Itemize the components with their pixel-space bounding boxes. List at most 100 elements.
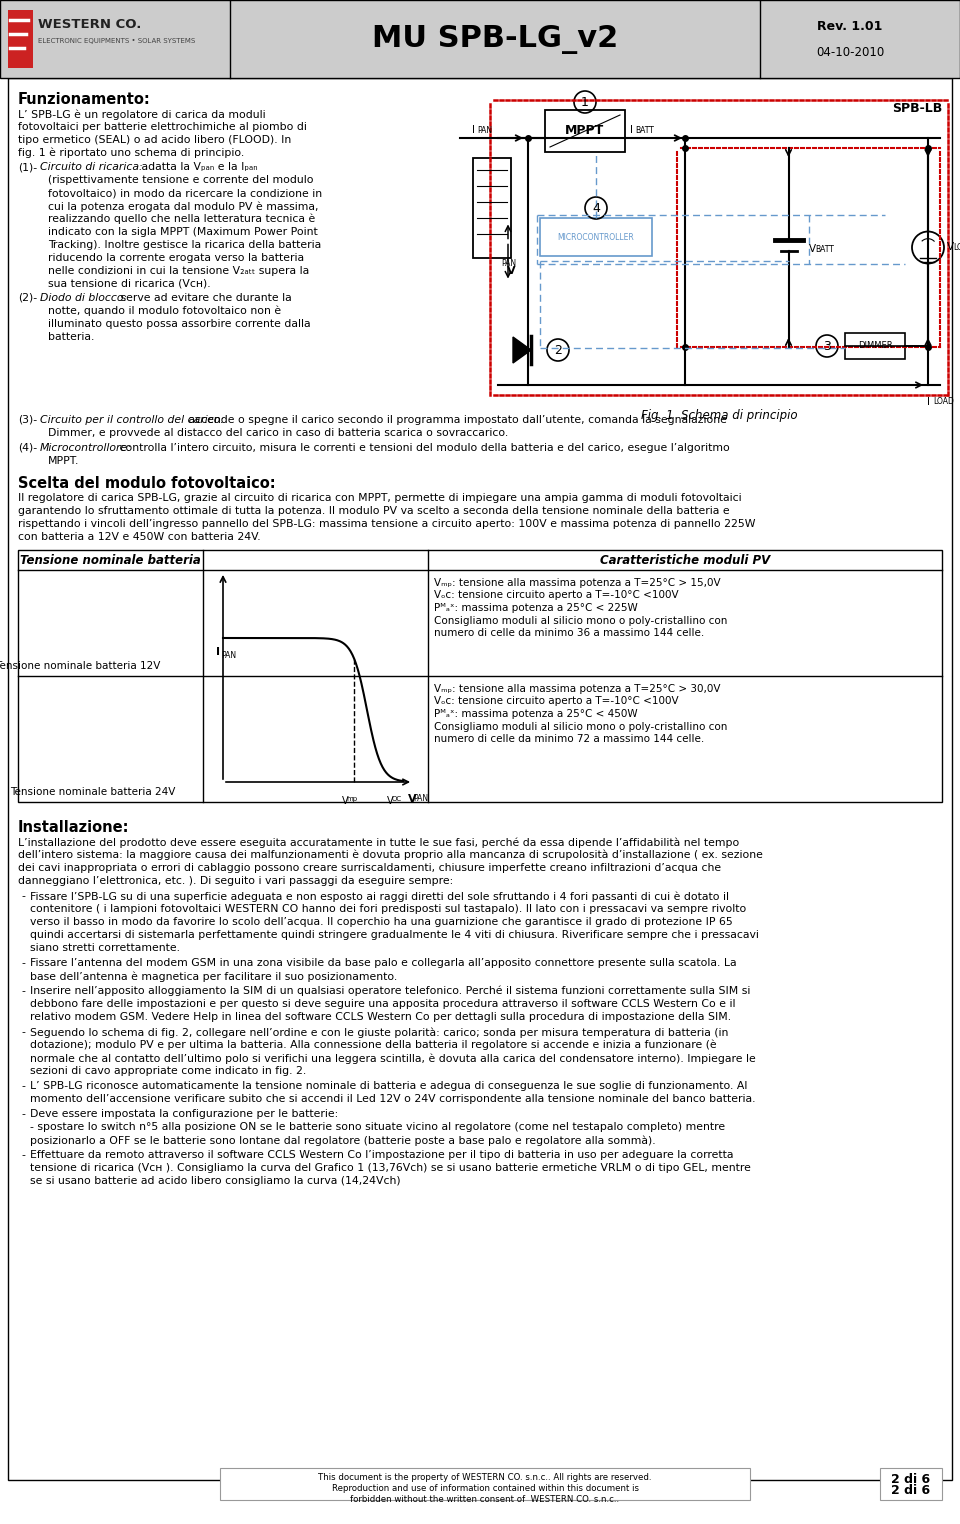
Bar (33, 715, 153, 764)
Text: Funzionamento:: Funzionamento: (18, 91, 151, 107)
Bar (18, 550, 942, 802)
Text: Tracking). Inoltre gestisce la ricarica della batteria: Tracking). Inoltre gestisce la ricarica … (48, 239, 322, 250)
Text: Consigliamo moduli al silicio mono o poly-cristallino con: Consigliamo moduli al silicio mono o pol… (434, 616, 728, 625)
Text: riducendo la corrente erogata verso la batteria: riducendo la corrente erogata verso la b… (48, 253, 304, 264)
Text: illuminato questo possa assorbire corrente dalla: illuminato questo possa assorbire corren… (48, 319, 311, 329)
Text: Scelta del modulo fotovoltaico:: Scelta del modulo fotovoltaico: (18, 475, 276, 491)
Text: OC: OC (392, 796, 402, 802)
Text: Deve essere impostata la configurazione per le batterie:: Deve essere impostata la configurazione … (30, 1109, 338, 1119)
Bar (880, 1468, 942, 1500)
Text: contenitore ( i lampioni fotovoltaici WESTERN CO hanno dei fori predisposti sul : contenitore ( i lampioni fotovoltaici WE… (30, 904, 746, 914)
Text: serve ad evitare che durante la: serve ad evitare che durante la (117, 293, 292, 303)
Text: sezioni di cavo appropriate come indicato in fig. 2.: sezioni di cavo appropriate come indicat… (30, 1065, 306, 1076)
Text: 1: 1 (581, 96, 588, 108)
Text: WESTERN CO.: WESTERN CO. (38, 18, 141, 30)
Bar (8, 11, 33, 69)
Bar (48, 597, 108, 648)
Text: momento dell’accensione verificare subito che si accendi il Led 12V o 24V corris: momento dell’accensione verificare subit… (30, 1094, 756, 1103)
Text: Tensione nominale batteria: Tensione nominale batteria (20, 553, 201, 567)
Text: tipo ermetico (SEAL) o ad acido libero (FLOOD). In: tipo ermetico (SEAL) o ad acido libero (… (18, 136, 291, 145)
Text: I: I (630, 125, 633, 136)
Text: MU SPB-LG_v2: MU SPB-LG_v2 (372, 24, 618, 53)
Text: rispettando i vincoli dell’ingresso pannello del SPB-LG: massima tensione a circ: rispettando i vincoli dell’ingresso pann… (18, 520, 756, 529)
Text: Fig. 1  Schema di principio: Fig. 1 Schema di principio (640, 408, 798, 422)
Text: verso il basso in modo da favorire lo scolo dell’acqua. Il coperchio ha una guar: verso il basso in modo da favorire lo sc… (30, 917, 732, 927)
Text: mp: mp (347, 796, 357, 802)
Text: L’installazione del prodotto deve essere eseguita accuratamente in tutte le sue : L’installazione del prodotto deve essere… (18, 837, 739, 847)
Text: Installazione:: Installazione: (18, 820, 130, 835)
Text: quindi accertarsi di sistemarla perfettamente quindi stringere gradualmente le 4: quindi accertarsi di sistemarla perfetta… (30, 930, 758, 940)
Text: con batteria a 12V e 450W con batteria 24V.: con batteria a 12V e 450W con batteria 2… (18, 532, 260, 543)
Text: -: - (21, 959, 25, 968)
Text: -: - (21, 1027, 25, 1036)
Text: (2)-: (2)- (18, 293, 37, 303)
Text: accende o spegne il carico secondo il programma impostato dall’utente, comanda l: accende o spegne il carico secondo il pr… (185, 415, 727, 425)
Text: Vₘₚ: tensione alla massima potenza a T=25°C > 30,0V: Vₘₚ: tensione alla massima potenza a T=2… (434, 684, 721, 693)
Bar (64, 588, 78, 597)
Text: batteria.: batteria. (48, 332, 94, 341)
Text: notte, quando il modulo fotovoltaico non è: notte, quando il modulo fotovoltaico non… (48, 306, 281, 317)
Text: BATT: BATT (635, 126, 654, 136)
Polygon shape (513, 337, 531, 363)
Text: -: - (21, 1109, 25, 1119)
Text: 2 di 6: 2 di 6 (891, 1474, 930, 1486)
Text: sua tensione di ricarica (Vᴄʜ).: sua tensione di ricarica (Vᴄʜ). (48, 279, 210, 290)
Text: Reproduction and use of information contained within this document is: Reproduction and use of information cont… (331, 1484, 638, 1494)
Text: V: V (387, 796, 394, 806)
Text: SPB-LB: SPB-LB (892, 102, 942, 114)
Text: siano stretti correttamente.: siano stretti correttamente. (30, 943, 180, 952)
Text: Rev. 1.01: Rev. 1.01 (817, 20, 882, 34)
Text: Consigliamo moduli al silicio mono o poly-cristallino con: Consigliamo moduli al silicio mono o pol… (434, 721, 728, 732)
Text: Effettuare da remoto attraverso il software CCLS Western Co l’impostazione per i: Effettuare da remoto attraverso il softw… (30, 1151, 733, 1160)
Bar (107, 704, 121, 715)
Text: I: I (472, 125, 475, 136)
Text: Tensione nominale batteria 12V: Tensione nominale batteria 12V (0, 661, 160, 671)
Text: -: - (21, 986, 25, 997)
Text: Pᴹₐˣ: massima potenza a 25°C < 450W: Pᴹₐˣ: massima potenza a 25°C < 450W (434, 709, 637, 719)
Text: dei cavi inappropriata o errori di cablaggio possono creare surriscaldamenti, ch: dei cavi inappropriata o errori di cabla… (18, 863, 721, 873)
Text: Vₘₚ: tensione alla massima potenza a T=25°C > 15,0V: Vₘₚ: tensione alla massima potenza a T=2… (434, 578, 721, 588)
Text: indicato con la sigla MPPT (Maximum Power Point: indicato con la sigla MPPT (Maximum Powe… (48, 227, 318, 238)
Text: L’ SPB-LG è un regolatore di carica da moduli: L’ SPB-LG è un regolatore di carica da m… (18, 110, 266, 119)
Text: PAN: PAN (221, 651, 236, 660)
Text: MPPT: MPPT (565, 125, 605, 137)
Text: -: - (21, 1151, 25, 1160)
Text: V: V (947, 242, 954, 253)
Text: Circuito per il controllo del carico:: Circuito per il controllo del carico: (40, 415, 224, 425)
Bar (85, 704, 99, 715)
Text: fotovoltaico) in modo da ricercare la condizione in: fotovoltaico) in modo da ricercare la co… (48, 187, 323, 198)
Text: (3)-: (3)- (18, 415, 37, 425)
Text: Fissare l’antenna del modem GSM in una zona visibile da base palo e collegarla a: Fissare l’antenna del modem GSM in una z… (30, 959, 736, 968)
Text: debbono fare delle impostazioni e per questo si deve seguire una apposita proced: debbono fare delle impostazioni e per qu… (30, 1000, 735, 1009)
Text: ELECTRONIC EQUIPMENTS • SOLAR SYSTEMS: ELECTRONIC EQUIPMENTS • SOLAR SYSTEMS (38, 38, 195, 44)
Bar (84, 588, 98, 597)
Text: Il regolatore di carica SPB-LG, grazie al circuito di ricarica con MPPT, permett: Il regolatore di carica SPB-LG, grazie a… (18, 492, 742, 503)
Text: posizionarlo a OFF se le batterie sono lontane dal regolatore (batterie poste a : posizionarlo a OFF se le batterie sono l… (30, 1135, 656, 1146)
Text: -: - (21, 892, 25, 901)
Text: normale che al contatto dell’ultimo polo si verifichi una leggera scintilla, è d: normale che al contatto dell’ultimo polo… (30, 1053, 756, 1064)
Text: I: I (926, 396, 929, 407)
Text: realizzando quello che nella letteratura tecnica è: realizzando quello che nella letteratura… (48, 213, 315, 224)
Text: Tensione nominale batteria 24V: Tensione nominale batteria 24V (11, 786, 176, 797)
Text: V: V (408, 794, 417, 805)
Text: danneggiano l’elettronica, etc. ). Di seguito i vari passaggi da eseguire sempre: danneggiano l’elettronica, etc. ). Di se… (18, 876, 453, 885)
Bar (220, 1468, 750, 1500)
Circle shape (912, 232, 944, 264)
Text: Vₒᴄ: tensione circuito aperto a T=-10°C <100V: Vₒᴄ: tensione circuito aperto a T=-10°C … (434, 590, 679, 600)
Text: numero di celle da minimo 36 a massimo 144 celle.: numero di celle da minimo 36 a massimo 1… (434, 628, 705, 639)
Text: dell’intero sistema: la maggiore causa dei malfunzionamenti è dovuta proprio all: dell’intero sistema: la maggiore causa d… (18, 850, 763, 861)
Text: - spostare lo switch n°5 alla posizione ON se le batterie sono situate vicino al: - spostare lo switch n°5 alla posizione … (30, 1122, 725, 1132)
Text: V: V (343, 796, 349, 806)
Text: fig. 1 è riportato uno schema di principio.: fig. 1 è riportato uno schema di princip… (18, 148, 244, 158)
Text: PAN: PAN (413, 794, 428, 803)
Text: V: V (808, 244, 816, 255)
Text: 4: 4 (592, 201, 600, 215)
Text: I: I (216, 648, 220, 657)
Text: Inserire nell’apposito alloggiamento la SIM di un qualsiasi operatore telefonico: Inserire nell’apposito alloggiamento la … (30, 986, 751, 997)
Text: fotovoltaici per batterie elettrochimiche al piombo di: fotovoltaici per batterie elettrochimich… (18, 122, 307, 133)
Bar (545, 110, 625, 152)
Bar (0, 0, 960, 78)
Text: adatta la Vₚₐₙ e la Iₚₐₙ: adatta la Vₚₐₙ e la Iₚₐₙ (138, 162, 257, 172)
Text: relativo modem GSM. Vedere Help in linea del software CCLS Western Co per dettag: relativo modem GSM. Vedere Help in linea… (30, 1012, 732, 1023)
Text: (rispettivamente tensione e corrente del modulo: (rispettivamente tensione e corrente del… (48, 175, 314, 184)
